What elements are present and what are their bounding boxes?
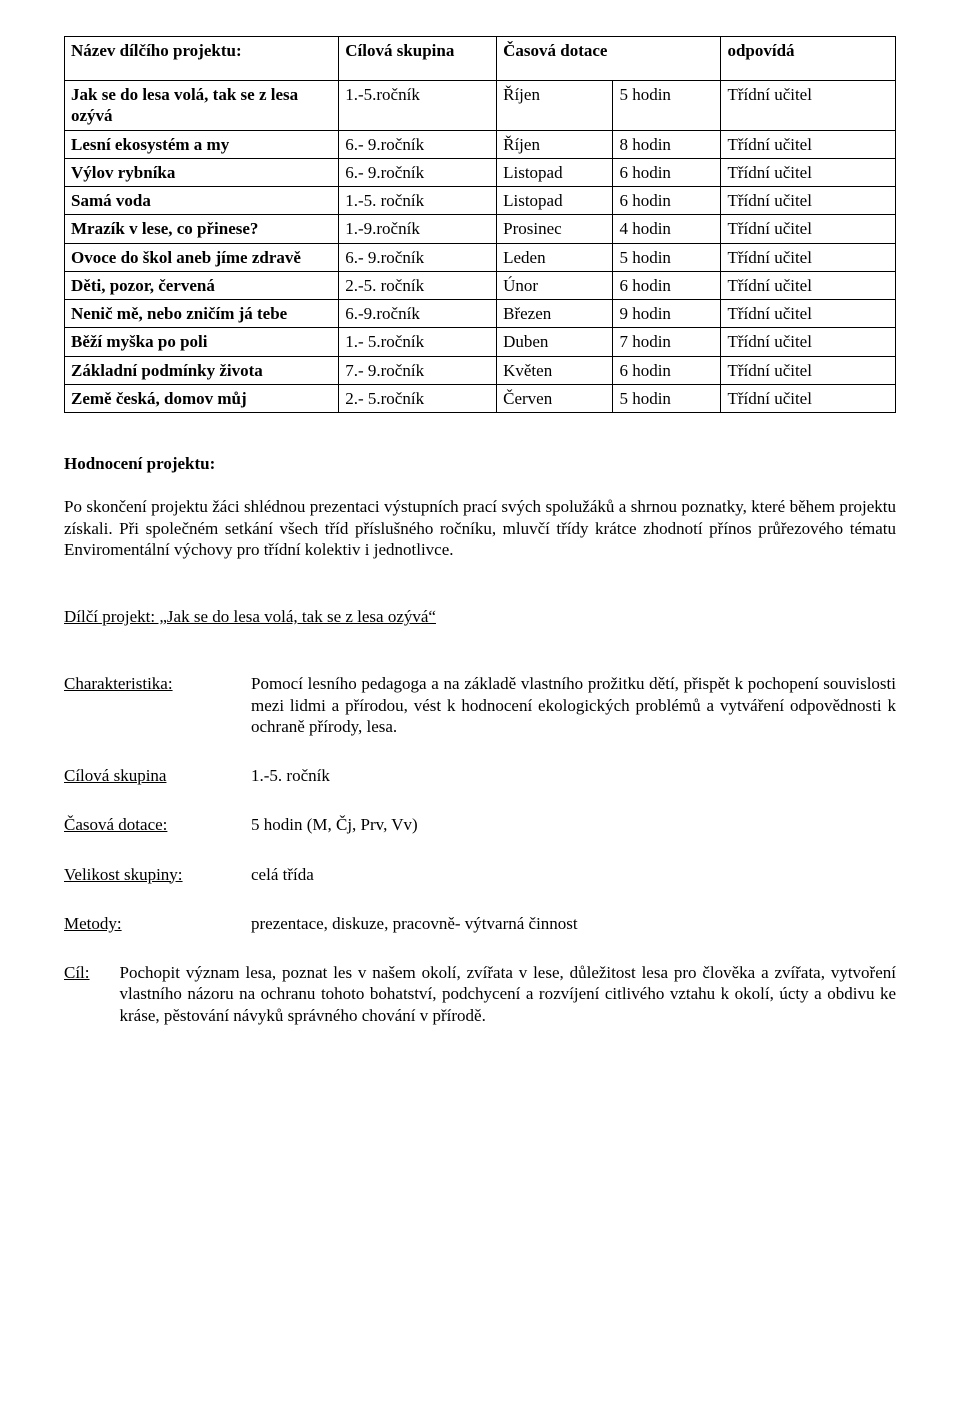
col-time: Časová dotace xyxy=(497,37,721,81)
table-row: Země česká, domov můj2.- 5.ročníkČerven5… xyxy=(65,384,896,412)
cell-month: Únor xyxy=(497,271,613,299)
cell-name: Ovoce do škol aneb jíme zdravě xyxy=(65,243,339,271)
document-page: Název dílčího projektu: Cílová skupina Č… xyxy=(0,0,960,1416)
cell-hours: 6 hodin xyxy=(613,356,721,384)
table-header-row: Název dílčího projektu: Cílová skupina Č… xyxy=(65,37,896,81)
cell-responsible: Třídní učitel xyxy=(721,158,896,186)
cell-month: Březen xyxy=(497,300,613,328)
cell-name: Samá voda xyxy=(65,187,339,215)
cell-group: 7.- 9.ročník xyxy=(339,356,497,384)
cell-responsible: Třídní učitel xyxy=(721,356,896,384)
cell-group: 1.- 5.ročník xyxy=(339,328,497,356)
cell-hours: 6 hodin xyxy=(613,271,721,299)
cell-month: Květen xyxy=(497,356,613,384)
size-label: Velikost skupiny: xyxy=(64,864,239,885)
cell-responsible: Třídní učitel xyxy=(721,81,896,131)
cell-name: Nenič mě, nebo zničím já tebe xyxy=(65,300,339,328)
table-row: Výlov rybníka6.- 9.ročníkListopad6 hodin… xyxy=(65,158,896,186)
table-row: Běží myška po poli1.- 5.ročníkDuben7 hod… xyxy=(65,328,896,356)
cell-month: Leden xyxy=(497,243,613,271)
table-row: Základní podmínky života7.- 9.ročníkKvět… xyxy=(65,356,896,384)
table-row: Jak se do lesa volá, tak se z lesa ozývá… xyxy=(65,81,896,131)
methods-label: Metody: xyxy=(64,913,239,934)
table-row: Nenič mě, nebo zničím já tebe6.-9.ročník… xyxy=(65,300,896,328)
cell-responsible: Třídní učitel xyxy=(721,300,896,328)
cell-group: 1.-5.ročník xyxy=(339,81,497,131)
table-row: Mrazík v lese, co přinese?1.-9.ročníkPro… xyxy=(65,215,896,243)
group-label: Cílová skupina xyxy=(64,765,239,786)
cell-group: 2.-5. ročník xyxy=(339,271,497,299)
cell-group: 1.-9.ročník xyxy=(339,215,497,243)
cell-responsible: Třídní učitel xyxy=(721,384,896,412)
cell-hours: 5 hodin xyxy=(613,384,721,412)
cell-hours: 8 hodin xyxy=(613,130,721,158)
table-row: Lesní ekosystém a my6.- 9.ročníkŘíjen8 h… xyxy=(65,130,896,158)
group-value: 1.-5. ročník xyxy=(251,765,896,786)
goal-text: Pochopit význam lesa, poznat les v našem… xyxy=(120,962,896,1026)
cell-month: Říjen xyxy=(497,81,613,131)
evaluation-paragraph: Po skončení projektu žáci shlédnou preze… xyxy=(64,496,896,560)
cell-responsible: Třídní učitel xyxy=(721,130,896,158)
cell-month: Prosinec xyxy=(497,215,613,243)
cell-responsible: Třídní učitel xyxy=(721,187,896,215)
cell-name: Výlov rybníka xyxy=(65,158,339,186)
char-text: Pomocí lesního pedagoga a na základě vla… xyxy=(251,673,896,737)
projects-table: Název dílčího projektu: Cílová skupina Č… xyxy=(64,36,896,413)
cell-name: Běží myška po poli xyxy=(65,328,339,356)
cell-name: Děti, pozor, červená xyxy=(65,271,339,299)
table-row: Samá voda1.-5. ročníkListopad6 hodinTříd… xyxy=(65,187,896,215)
evaluation-heading: Hodnocení projektu: xyxy=(64,453,896,474)
cell-hours: 5 hodin xyxy=(613,243,721,271)
cell-hours: 6 hodin xyxy=(613,187,721,215)
evaluation-heading-text: Hodnocení projektu xyxy=(64,454,210,473)
subproject-title: Dílčí projekt: „Jak se do lesa volá, tak… xyxy=(64,606,896,627)
col-resp: odpovídá xyxy=(721,37,896,81)
cell-hours: 4 hodin xyxy=(613,215,721,243)
cell-hours: 6 hodin xyxy=(613,158,721,186)
cell-group: 6.- 9.ročník xyxy=(339,158,497,186)
char-label: Charakteristika: xyxy=(64,673,239,737)
cell-hours: 9 hodin xyxy=(613,300,721,328)
cell-responsible: Třídní učitel xyxy=(721,271,896,299)
time-value: 5 hodin (M, Čj, Prv, Vv) xyxy=(251,814,896,835)
cell-name: Základní podmínky života xyxy=(65,356,339,384)
cell-group: 6.-9.ročník xyxy=(339,300,497,328)
cell-group: 2.- 5.ročník xyxy=(339,384,497,412)
subproject-definitions: Charakteristika: Pomocí lesního pedagoga… xyxy=(64,673,896,934)
goal-label: Cíl: xyxy=(64,962,90,983)
col-name: Název dílčího projektu: xyxy=(65,37,339,81)
time-label: Časová dotace: xyxy=(64,814,239,835)
size-value: celá třída xyxy=(251,864,896,885)
cell-month: Duben xyxy=(497,328,613,356)
cell-hours: 5 hodin xyxy=(613,81,721,131)
cell-month: Červen xyxy=(497,384,613,412)
cell-responsible: Třídní učitel xyxy=(721,328,896,356)
cell-name: Jak se do lesa volá, tak se z lesa ozývá xyxy=(65,81,339,131)
table-row: Děti, pozor, červená2.-5. ročníkÚnor6 ho… xyxy=(65,271,896,299)
cell-name: Země česká, domov můj xyxy=(65,384,339,412)
col-group: Cílová skupina xyxy=(339,37,497,81)
cell-group: 1.-5. ročník xyxy=(339,187,497,215)
cell-month: Listopad xyxy=(497,158,613,186)
cell-name: Mrazík v lese, co přinese? xyxy=(65,215,339,243)
goal-row: Cíl: Pochopit význam lesa, poznat les v … xyxy=(64,962,896,1026)
cell-name: Lesní ekosystém a my xyxy=(65,130,339,158)
cell-hours: 7 hodin xyxy=(613,328,721,356)
cell-responsible: Třídní učitel xyxy=(721,243,896,271)
cell-month: Listopad xyxy=(497,187,613,215)
methods-value: prezentace, diskuze, pracovně- výtvarná … xyxy=(251,913,896,934)
cell-responsible: Třídní učitel xyxy=(721,215,896,243)
table-row: Ovoce do škol aneb jíme zdravě6.- 9.ročn… xyxy=(65,243,896,271)
cell-group: 6.- 9.ročník xyxy=(339,243,497,271)
cell-group: 6.- 9.ročník xyxy=(339,130,497,158)
cell-month: Říjen xyxy=(497,130,613,158)
